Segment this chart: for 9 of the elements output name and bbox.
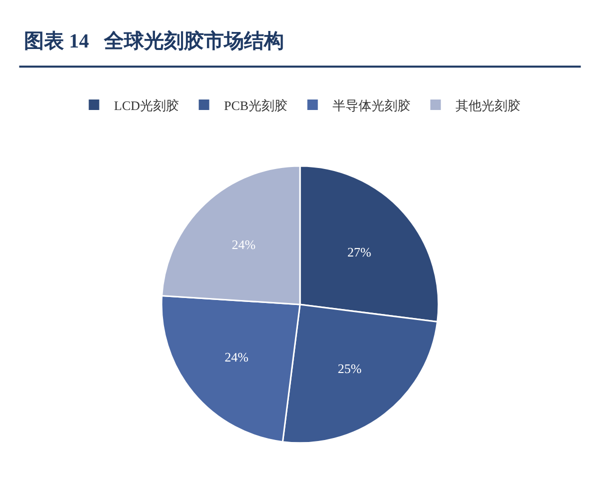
data-label: 24%	[232, 237, 256, 252]
chart-title: 图表 14 全球光刻胶市场结构	[24, 30, 284, 53]
data-label: 25%	[338, 361, 362, 376]
data-label: 27%	[347, 244, 372, 260]
legend-label: LCD光刻胶	[114, 98, 179, 113]
legend-label: 其他光刻胶	[456, 98, 521, 113]
legend-label: 半导体光刻胶	[332, 98, 411, 113]
legend-label: PCB光刻胶	[224, 98, 288, 113]
data-label: 24%	[224, 349, 249, 364]
